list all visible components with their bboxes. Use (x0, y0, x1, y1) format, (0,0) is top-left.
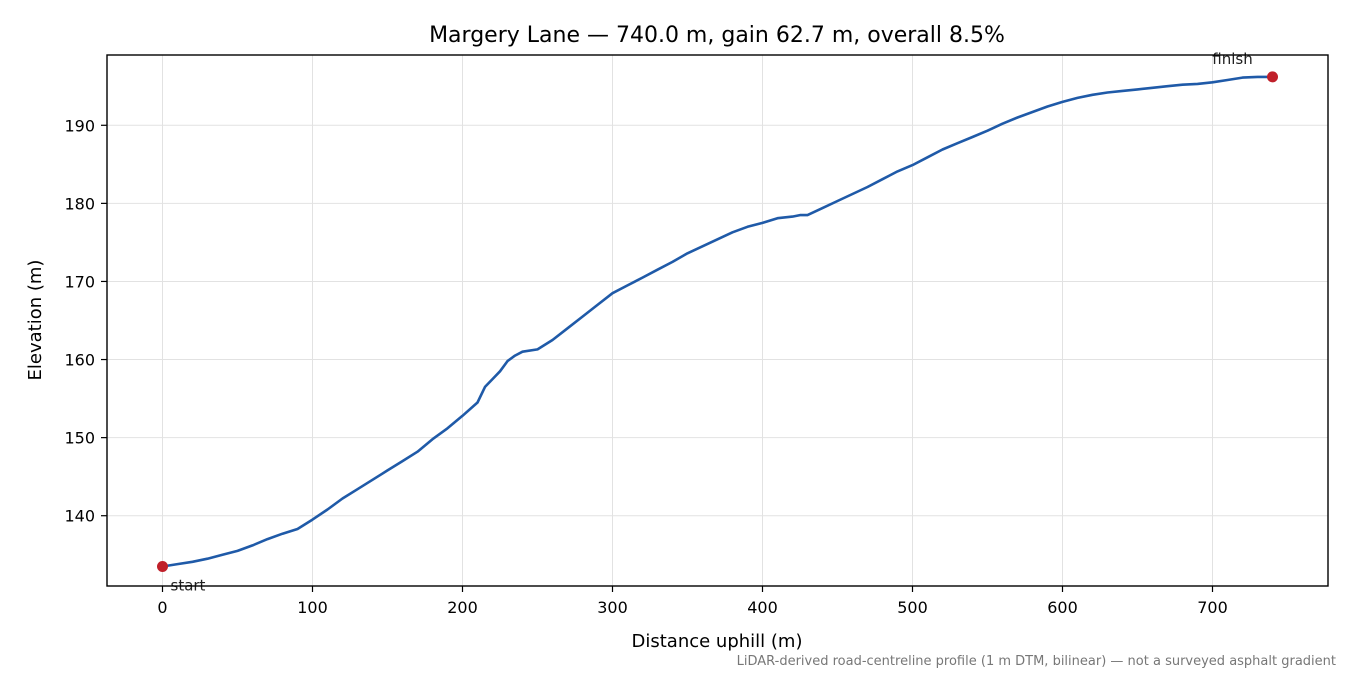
x-tick-label: 100 (297, 598, 328, 617)
x-axis: 0 100 200 300 400 500 600 700 (157, 586, 1228, 617)
y-tick-label: 190 (64, 116, 95, 135)
x-tick-label: 700 (1197, 598, 1228, 617)
start-marker (157, 560, 168, 572)
plot-frame (106, 54, 1329, 587)
finish-label: finish (1212, 50, 1252, 68)
y-tick-label: 180 (64, 194, 95, 213)
footnote: LiDAR-derived road-centreline profile (1… (737, 654, 1336, 669)
x-axis-label: Distance uphill (m) (632, 631, 803, 652)
y-tick-label: 140 (64, 507, 95, 526)
x-tick-label: 500 (897, 598, 928, 617)
chart-title: Margery Lane — 740.0 m, gain 62.7 m, ove… (429, 23, 1005, 48)
x-tick-label: 200 (447, 598, 478, 617)
y-tick-label: 160 (64, 351, 95, 370)
y-axis: 140 150 160 170 180 190 (64, 116, 107, 526)
series-layer (161, 75, 1274, 568)
grid-lines (107, 55, 1328, 586)
y-tick-label: 150 (64, 429, 95, 448)
y-tick-label: 170 (64, 272, 95, 291)
x-tick-label: 300 (597, 598, 628, 617)
x-tick-label: 400 (747, 598, 778, 617)
finish-marker (1267, 71, 1278, 83)
x-tick-label: 0 (157, 598, 167, 617)
y-axis-label: Elevation (m) (25, 260, 46, 381)
x-tick-label: 600 (1047, 598, 1078, 617)
elevation-line (161, 75, 1274, 568)
